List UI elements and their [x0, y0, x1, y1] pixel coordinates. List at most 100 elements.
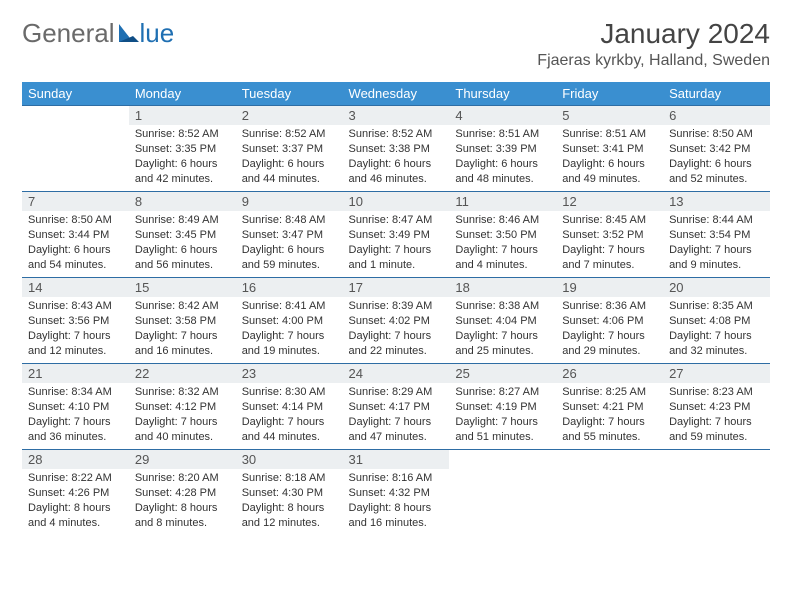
weekday-header: Tuesday: [236, 82, 343, 106]
logo-text-blue: lue: [140, 18, 175, 49]
calendar-cell: 19Sunrise: 8:36 AMSunset: 4:06 PMDayligh…: [556, 278, 663, 364]
calendar-cell: 31Sunrise: 8:16 AMSunset: 4:32 PMDayligh…: [343, 450, 450, 536]
calendar-row: 21Sunrise: 8:34 AMSunset: 4:10 PMDayligh…: [22, 364, 770, 450]
calendar-cell: 22Sunrise: 8:32 AMSunset: 4:12 PMDayligh…: [129, 364, 236, 450]
calendar-cell: 8Sunrise: 8:49 AMSunset: 3:45 PMDaylight…: [129, 192, 236, 278]
day-text: [22, 110, 129, 116]
day-number: 9: [236, 192, 343, 211]
day-number: 3: [343, 106, 450, 125]
calendar-cell: [663, 450, 770, 536]
day-text: Sunrise: 8:49 AMSunset: 3:45 PMDaylight:…: [129, 211, 236, 276]
calendar-cell: [449, 450, 556, 536]
day-text: Sunrise: 8:46 AMSunset: 3:50 PMDaylight:…: [449, 211, 556, 276]
day-number: 4: [449, 106, 556, 125]
calendar-cell: 21Sunrise: 8:34 AMSunset: 4:10 PMDayligh…: [22, 364, 129, 450]
calendar-cell: 29Sunrise: 8:20 AMSunset: 4:28 PMDayligh…: [129, 450, 236, 536]
calendar-cell: 10Sunrise: 8:47 AMSunset: 3:49 PMDayligh…: [343, 192, 450, 278]
day-number: 6: [663, 106, 770, 125]
day-text: Sunrise: 8:42 AMSunset: 3:58 PMDaylight:…: [129, 297, 236, 362]
calendar-row: 28Sunrise: 8:22 AMSunset: 4:26 PMDayligh…: [22, 450, 770, 536]
day-text: Sunrise: 8:36 AMSunset: 4:06 PMDaylight:…: [556, 297, 663, 362]
day-number: 19: [556, 278, 663, 297]
day-text: Sunrise: 8:20 AMSunset: 4:28 PMDaylight:…: [129, 469, 236, 534]
calendar-cell: 20Sunrise: 8:35 AMSunset: 4:08 PMDayligh…: [663, 278, 770, 364]
day-number: 14: [22, 278, 129, 297]
weekday-header-row: Sunday Monday Tuesday Wednesday Thursday…: [22, 82, 770, 106]
day-number: 12: [556, 192, 663, 211]
day-text: Sunrise: 8:50 AMSunset: 3:44 PMDaylight:…: [22, 211, 129, 276]
weekday-header: Friday: [556, 82, 663, 106]
calendar-row: 1Sunrise: 8:52 AMSunset: 3:35 PMDaylight…: [22, 106, 770, 192]
day-text: Sunrise: 8:51 AMSunset: 3:39 PMDaylight:…: [449, 125, 556, 190]
day-text: Sunrise: 8:27 AMSunset: 4:19 PMDaylight:…: [449, 383, 556, 448]
day-number: 2: [236, 106, 343, 125]
day-text: Sunrise: 8:32 AMSunset: 4:12 PMDaylight:…: [129, 383, 236, 448]
calendar-cell: [22, 106, 129, 192]
calendar-table: Sunday Monday Tuesday Wednesday Thursday…: [22, 82, 770, 536]
title-block: January 2024 Fjaeras kyrkby, Halland, Sw…: [537, 18, 770, 78]
calendar-cell: [556, 450, 663, 536]
weekday-header: Saturday: [663, 82, 770, 106]
calendar-cell: 11Sunrise: 8:46 AMSunset: 3:50 PMDayligh…: [449, 192, 556, 278]
day-number: 30: [236, 450, 343, 469]
day-number: 15: [129, 278, 236, 297]
day-number: 16: [236, 278, 343, 297]
calendar-cell: 13Sunrise: 8:44 AMSunset: 3:54 PMDayligh…: [663, 192, 770, 278]
day-text: Sunrise: 8:52 AMSunset: 3:35 PMDaylight:…: [129, 125, 236, 190]
calendar-cell: 26Sunrise: 8:25 AMSunset: 4:21 PMDayligh…: [556, 364, 663, 450]
day-number: 11: [449, 192, 556, 211]
calendar-cell: 14Sunrise: 8:43 AMSunset: 3:56 PMDayligh…: [22, 278, 129, 364]
day-number: 21: [22, 364, 129, 383]
day-text: Sunrise: 8:47 AMSunset: 3:49 PMDaylight:…: [343, 211, 450, 276]
calendar-cell: 12Sunrise: 8:45 AMSunset: 3:52 PMDayligh…: [556, 192, 663, 278]
day-number: 1: [129, 106, 236, 125]
day-number: 31: [343, 450, 450, 469]
day-text: Sunrise: 8:52 AMSunset: 3:37 PMDaylight:…: [236, 125, 343, 190]
day-number: 24: [343, 364, 450, 383]
day-text: Sunrise: 8:41 AMSunset: 4:00 PMDaylight:…: [236, 297, 343, 362]
location: Fjaeras kyrkby, Halland, Sweden: [537, 52, 770, 70]
day-text: Sunrise: 8:43 AMSunset: 3:56 PMDaylight:…: [22, 297, 129, 362]
day-text: Sunrise: 8:34 AMSunset: 4:10 PMDaylight:…: [22, 383, 129, 448]
weekday-header: Thursday: [449, 82, 556, 106]
day-text: Sunrise: 8:48 AMSunset: 3:47 PMDaylight:…: [236, 211, 343, 276]
day-text: Sunrise: 8:30 AMSunset: 4:14 PMDaylight:…: [236, 383, 343, 448]
header: General lue January 2024 Fjaeras kyrkby,…: [22, 18, 770, 78]
calendar-cell: 5Sunrise: 8:51 AMSunset: 3:41 PMDaylight…: [556, 106, 663, 192]
day-number: 5: [556, 106, 663, 125]
day-text: Sunrise: 8:18 AMSunset: 4:30 PMDaylight:…: [236, 469, 343, 534]
day-number: 8: [129, 192, 236, 211]
day-number: 7: [22, 192, 129, 211]
calendar-cell: 30Sunrise: 8:18 AMSunset: 4:30 PMDayligh…: [236, 450, 343, 536]
day-number: 13: [663, 192, 770, 211]
day-text: Sunrise: 8:51 AMSunset: 3:41 PMDaylight:…: [556, 125, 663, 190]
day-text: Sunrise: 8:44 AMSunset: 3:54 PMDaylight:…: [663, 211, 770, 276]
calendar-cell: 4Sunrise: 8:51 AMSunset: 3:39 PMDaylight…: [449, 106, 556, 192]
calendar-cell: 27Sunrise: 8:23 AMSunset: 4:23 PMDayligh…: [663, 364, 770, 450]
day-text: Sunrise: 8:29 AMSunset: 4:17 PMDaylight:…: [343, 383, 450, 448]
day-number: 17: [343, 278, 450, 297]
day-number: 29: [129, 450, 236, 469]
day-text: Sunrise: 8:16 AMSunset: 4:32 PMDaylight:…: [343, 469, 450, 534]
day-number: 25: [449, 364, 556, 383]
day-text: Sunrise: 8:22 AMSunset: 4:26 PMDaylight:…: [22, 469, 129, 534]
day-number: 10: [343, 192, 450, 211]
day-number: 22: [129, 364, 236, 383]
day-number: 28: [22, 450, 129, 469]
logo-text-gray: General: [22, 18, 115, 49]
calendar-cell: 15Sunrise: 8:42 AMSunset: 3:58 PMDayligh…: [129, 278, 236, 364]
day-text: Sunrise: 8:35 AMSunset: 4:08 PMDaylight:…: [663, 297, 770, 362]
month-title: January 2024: [537, 18, 770, 50]
calendar-cell: 17Sunrise: 8:39 AMSunset: 4:02 PMDayligh…: [343, 278, 450, 364]
calendar-cell: 16Sunrise: 8:41 AMSunset: 4:00 PMDayligh…: [236, 278, 343, 364]
calendar-cell: 24Sunrise: 8:29 AMSunset: 4:17 PMDayligh…: [343, 364, 450, 450]
calendar-cell: 2Sunrise: 8:52 AMSunset: 3:37 PMDaylight…: [236, 106, 343, 192]
calendar-cell: 23Sunrise: 8:30 AMSunset: 4:14 PMDayligh…: [236, 364, 343, 450]
day-text: Sunrise: 8:52 AMSunset: 3:38 PMDaylight:…: [343, 125, 450, 190]
day-text: Sunrise: 8:25 AMSunset: 4:21 PMDaylight:…: [556, 383, 663, 448]
day-text: Sunrise: 8:45 AMSunset: 3:52 PMDaylight:…: [556, 211, 663, 276]
calendar-cell: 18Sunrise: 8:38 AMSunset: 4:04 PMDayligh…: [449, 278, 556, 364]
day-text: Sunrise: 8:50 AMSunset: 3:42 PMDaylight:…: [663, 125, 770, 190]
logo: General lue: [22, 18, 174, 49]
calendar-cell: 9Sunrise: 8:48 AMSunset: 3:47 PMDaylight…: [236, 192, 343, 278]
